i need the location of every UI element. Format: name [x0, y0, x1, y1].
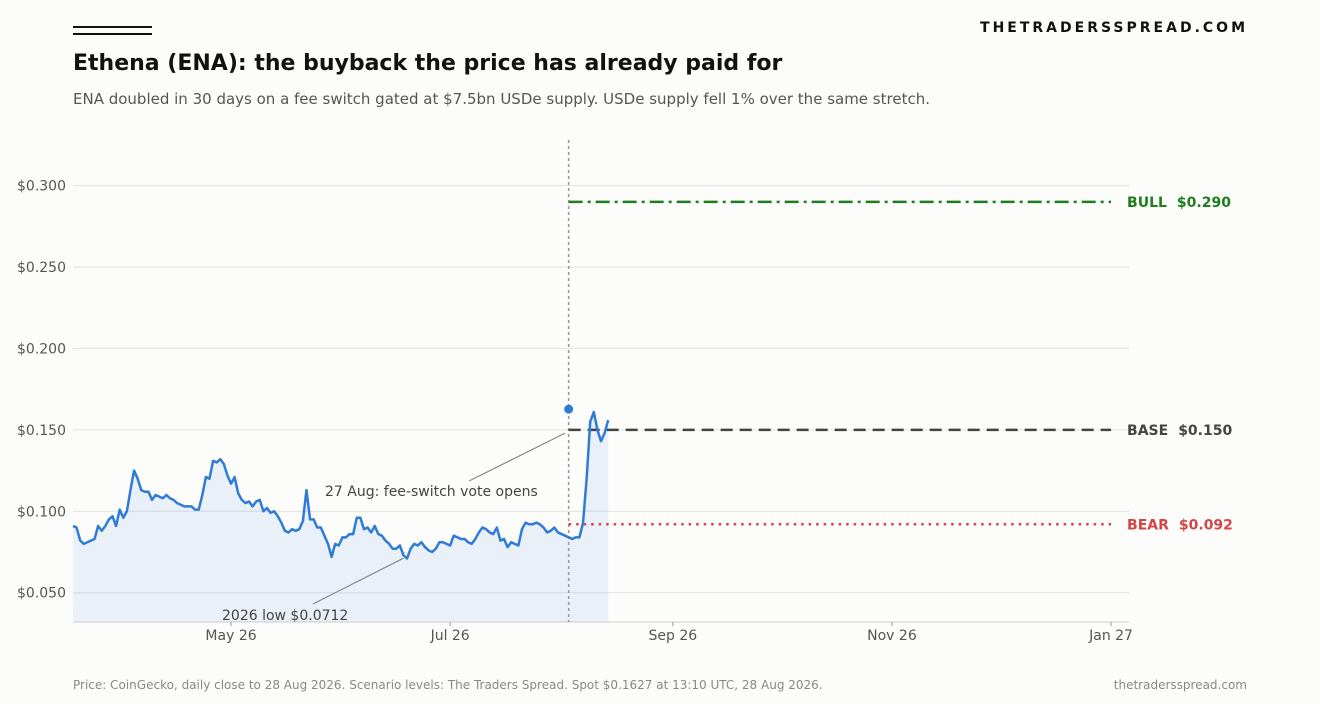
scenario-layer: BULL $0.290 BASE $0.150 BEAR $0.092 — [567, 140, 1233, 622]
spot-price-dot — [564, 404, 574, 414]
price-area-fill — [73, 411, 609, 622]
source-note: Price: CoinGecko, daily close to 28 Aug … — [73, 678, 823, 692]
area-layer — [73, 411, 609, 622]
x-tick-label: Sep 26 — [649, 628, 698, 644]
price-line — [72, 410, 610, 560]
scenario-name: BULL — [1127, 195, 1167, 211]
line-layer — [72, 404, 610, 560]
scenario-label-bear: BEAR $0.092 — [1127, 517, 1233, 533]
chart-title: Ethena (ENA): the buyback the price has … — [73, 51, 783, 76]
axis-layer: $0.050 $0.100 $0.150 $0.200 $0.250 $0.300 May … — [17, 179, 1133, 644]
y-tick-label: $0.200 — [17, 341, 66, 357]
y-tick-label: $0.050 — [17, 586, 66, 602]
header-rule-bottom — [73, 33, 152, 35]
scenario-value: $0.092 — [1179, 517, 1233, 533]
scenario-value: $0.290 — [1177, 195, 1231, 211]
scenario-name: BEAR — [1127, 517, 1169, 533]
y-tick-label: $0.300 — [17, 179, 66, 195]
x-tick-label: Nov 26 — [867, 628, 917, 644]
y-tick-label: $0.100 — [17, 504, 66, 520]
annotation-leader — [312, 557, 404, 605]
annotation-layer: 27 Aug: fee-switch vote opens 2026 low $0… — [222, 432, 566, 624]
chart-subtitle: ENA doubled in 30 days on a fee switch g… — [73, 90, 930, 108]
scenario-label-base: BASE $0.150 — [1127, 423, 1232, 439]
x-tick-label: Jul 26 — [430, 628, 470, 644]
header-rule-top — [73, 26, 152, 28]
annotation-leader — [468, 432, 566, 482]
x-tick-label: Jan 27 — [1088, 628, 1133, 644]
scenario-value: $0.150 — [1178, 423, 1232, 439]
y-tick-label: $0.250 — [17, 260, 66, 276]
x-tick-label: May 26 — [205, 628, 256, 644]
scenario-label-bull: BULL $0.290 — [1127, 195, 1231, 211]
footer-site: thetradersspread.com — [1113, 678, 1247, 692]
brand-wordmark: THETRADERSSPREAD.COM — [980, 20, 1248, 36]
annotation-vote: 27 Aug: fee-switch vote opens — [325, 484, 538, 500]
annotation-low: 2026 low $0.0712 — [222, 608, 348, 624]
scenario-name: BASE — [1127, 423, 1168, 439]
y-tick-label: $0.150 — [17, 423, 66, 439]
